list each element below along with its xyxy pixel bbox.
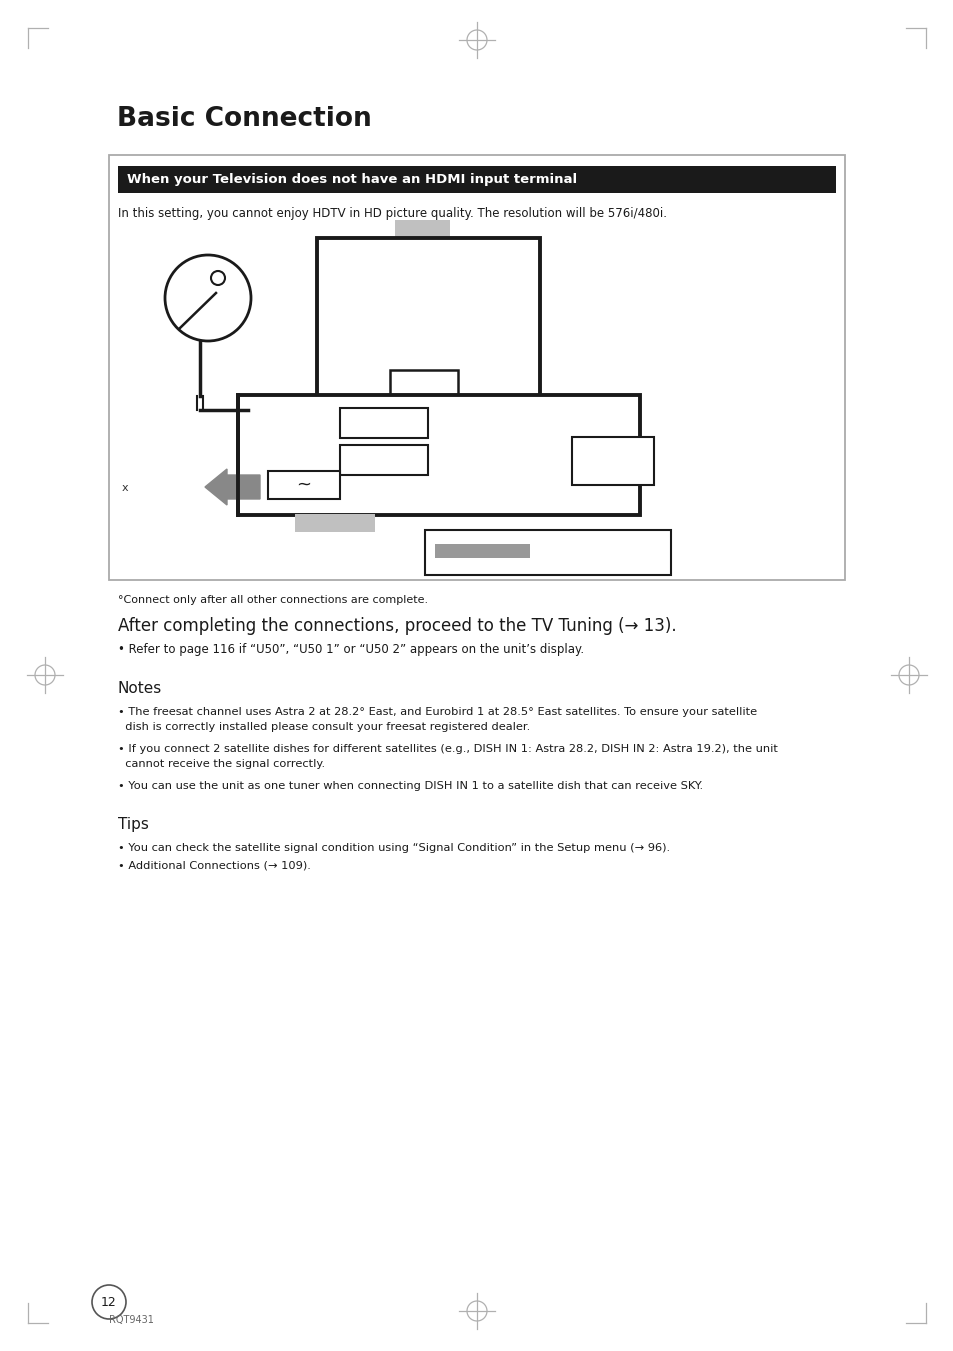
Bar	[339, 408, 428, 438]
Bar	[413, 396, 562, 416]
Text: • You can check the satellite signal condition using “Signal Condition” in the S: • You can check the satellite signal con…	[118, 843, 669, 852]
Bar	[118, 166, 835, 193]
Bar	[316, 238, 539, 396]
Bar	[339, 444, 428, 476]
Text: After completing the connections, proceed to the TV Tuning (→ 13).: After completing the connections, procee…	[118, 617, 676, 635]
Text: cannot receive the signal correctly.: cannot receive the signal correctly.	[118, 759, 325, 769]
Text: Basic Connection: Basic Connection	[117, 105, 372, 132]
Text: • If you connect 2 satellite dishes for different satellites (e.g., DISH IN 1: A: • If you connect 2 satellite dishes for …	[118, 744, 777, 754]
Bar	[435, 544, 530, 558]
Text: Tips: Tips	[118, 817, 149, 832]
Bar	[424, 530, 670, 576]
Text: 12: 12	[101, 1296, 117, 1309]
Text: dish is correctly installed please consult your freesat registered dealer.: dish is correctly installed please consu…	[118, 721, 530, 732]
Bar	[414, 409, 432, 440]
Text: °Connect only after all other connections are complete.: °Connect only after all other connection…	[118, 594, 428, 605]
Bar	[390, 370, 457, 409]
Text: • The freesat channel uses Astra 2 at 28.2° East, and Eurobird 1 at 28.5° East s: • The freesat channel uses Astra 2 at 28…	[118, 707, 757, 717]
Text: Notes: Notes	[118, 681, 162, 696]
Bar	[395, 220, 450, 238]
Bar	[237, 394, 639, 515]
Bar	[413, 409, 433, 470]
Bar	[294, 513, 375, 532]
Text: RQT9431: RQT9431	[109, 1315, 153, 1325]
Text: ~: ~	[296, 476, 312, 494]
Bar	[268, 471, 339, 499]
Bar	[572, 436, 654, 485]
Text: In this setting, you cannot enjoy HDTV in HD picture quality. The resolution wil: In this setting, you cannot enjoy HDTV i…	[118, 207, 666, 220]
Text: • Additional Connections (→ 109).: • Additional Connections (→ 109).	[118, 861, 311, 871]
Text: When your Television does not have an HDMI input terminal: When your Television does not have an HD…	[127, 173, 577, 186]
FancyArrow shape	[205, 469, 260, 505]
Text: x: x	[122, 484, 129, 493]
Text: • You can use the unit as one tuner when connecting DISH IN 1 to a satellite dis: • You can use the unit as one tuner when…	[118, 781, 702, 790]
Text: • Refer to page 116 if “U50”, “U50 1” or “U50 2” appears on the unit’s display.: • Refer to page 116 if “U50”, “U50 1” or…	[118, 643, 583, 657]
Bar	[542, 416, 562, 470]
Bar	[109, 155, 844, 580]
